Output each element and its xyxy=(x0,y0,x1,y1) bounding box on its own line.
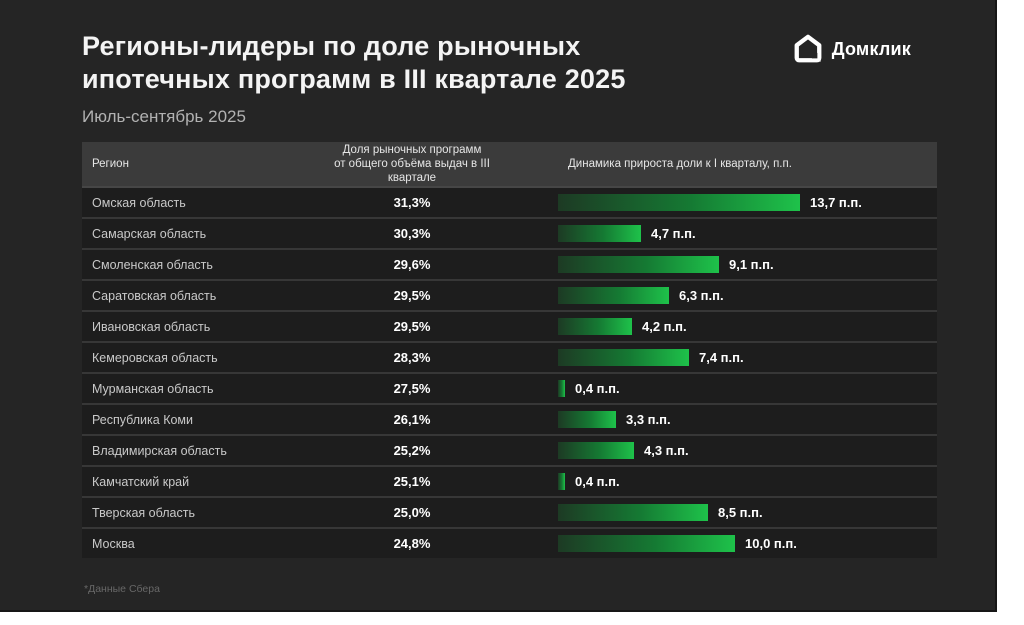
dynamics-value-label: 4,2 п.п. xyxy=(642,319,687,334)
dynamics-value-label: 0,4 п.п. xyxy=(575,474,620,489)
table-row: Ивановская область 29,5% 4,2 п.п. xyxy=(82,310,937,341)
table-row: Омская область 31,3% 13,7 п.п. xyxy=(82,186,937,217)
dynamics-bar xyxy=(558,287,669,304)
dynamics-value-label: 3,3 п.п. xyxy=(626,412,671,427)
dynamics-bar-cell: 7,4 п.п. xyxy=(502,349,937,366)
dynamics-value-label: 7,4 п.п. xyxy=(699,350,744,365)
domclick-logo-text: Домклик xyxy=(831,38,911,59)
dynamics-value-label: 8,5 п.п. xyxy=(718,505,763,520)
table-row: Саратовская область 29,5% 6,3 п.п. xyxy=(82,279,937,310)
region-name: Самарская область xyxy=(92,226,207,241)
dynamics-bar xyxy=(558,535,735,552)
dynamics-bar-cell: 0,4 п.п. xyxy=(502,473,937,490)
region-name: Саратовская область xyxy=(92,288,217,303)
source-footnote: *Данные Сбера xyxy=(84,583,160,595)
table-row: Москва 24,8% 10,0 п.п. xyxy=(82,527,937,558)
table-header-row: Регион Доля рыночных программ от общего … xyxy=(82,142,937,186)
dynamics-bar xyxy=(558,380,565,397)
dynamics-bar-cell: 10,0 п.п. xyxy=(502,535,937,552)
dynamics-bar-cell: 13,7 п.п. xyxy=(502,194,937,211)
dynamics-bar-cell: 4,2 п.п. xyxy=(502,318,937,335)
region-name: Ивановская область xyxy=(92,319,211,334)
regions-table: Регион Доля рыночных программ от общего … xyxy=(82,142,937,558)
dynamics-value-label: 10,0 п.п. xyxy=(745,536,797,551)
region-name: Камчатский край xyxy=(92,474,190,489)
dynamics-bar xyxy=(558,473,565,490)
share-value: 29,6% xyxy=(393,257,431,272)
header-area: Регионы-лидеры по доле рыночных ипотечны… xyxy=(82,30,935,127)
share-value: 25,2% xyxy=(393,443,431,458)
dynamics-bar-cell: 4,7 п.п. xyxy=(502,225,937,242)
table-row: Смоленская область 29,6% 9,1 п.п. xyxy=(82,248,937,279)
dynamics-bar xyxy=(558,256,719,273)
dynamics-value-label: 4,7 п.п. xyxy=(651,226,696,241)
dynamics-bar xyxy=(558,504,708,521)
dynamics-bar xyxy=(558,194,800,211)
dynamics-bar xyxy=(558,349,689,366)
dynamics-bar xyxy=(558,411,616,428)
dynamics-bar xyxy=(558,318,632,335)
dynamics-value-label: 4,3 п.п. xyxy=(644,443,689,458)
share-value: 28,3% xyxy=(393,350,431,365)
dynamics-value-label: 6,3 п.п. xyxy=(679,288,724,303)
share-value: 29,5% xyxy=(393,288,431,303)
table-row: Кемеровская область 28,3% 7,4 п.п. xyxy=(82,341,937,372)
table-row: Республика Коми 26,1% 3,3 п.п. xyxy=(82,403,937,434)
table-row: Камчатский край 25,1% 0,4 п.п. xyxy=(82,465,937,496)
table-row: Самарская область 30,3% 4,7 п.п. xyxy=(82,217,937,248)
dynamics-value-label: 0,4 п.п. xyxy=(575,381,620,396)
region-name: Омская область xyxy=(92,195,186,210)
dynamics-bar xyxy=(558,442,634,459)
region-name: Смоленская область xyxy=(92,257,213,272)
column-header-dynamics: Динамика прироста доли к I кварталу, п.п… xyxy=(568,158,792,170)
column-header-region: Регион xyxy=(92,158,129,170)
region-name: Тверская область xyxy=(92,505,195,520)
dynamics-value-label: 13,7 п.п. xyxy=(810,195,862,210)
share-value: 31,3% xyxy=(393,195,431,210)
table-row: Владимирская область 25,2% 4,3 п.п. xyxy=(82,434,937,465)
table-body: Омская область 31,3% 13,7 п.п. Самарская… xyxy=(82,186,937,558)
share-value: 25,0% xyxy=(393,505,431,520)
share-value: 30,3% xyxy=(393,226,431,241)
dynamics-bar-cell: 6,3 п.п. xyxy=(502,287,937,304)
dynamics-bar xyxy=(558,225,641,242)
dynamics-bar-cell: 4,3 п.п. xyxy=(502,442,937,459)
region-name: Москва xyxy=(92,536,135,551)
region-name: Республика Коми xyxy=(92,412,194,427)
table-row: Мурманская область 27,5% 0,4 п.п. xyxy=(82,372,937,403)
share-value: 24,8% xyxy=(393,536,431,551)
share-value: 25,1% xyxy=(393,474,431,489)
region-name: Мурманская область xyxy=(92,381,214,396)
infographic-canvas: Регионы-лидеры по доле рыночных ипотечны… xyxy=(0,0,997,612)
dynamics-value-label: 9,1 п.п. xyxy=(729,257,774,272)
share-value: 26,1% xyxy=(393,412,431,427)
domclick-house-icon xyxy=(793,34,823,64)
dynamics-bar-cell: 0,4 п.п. xyxy=(502,380,937,397)
region-name: Кемеровская область xyxy=(92,350,218,365)
dynamics-bar-cell: 3,3 п.п. xyxy=(502,411,937,428)
page-subtitle: Июль-сентябрь 2025 xyxy=(82,107,246,126)
column-header-share: Доля рыночных программ от общего объёма … xyxy=(334,144,490,184)
table-row: Тверская область 25,0% 8,5 п.п. xyxy=(82,496,937,527)
share-value: 27,5% xyxy=(393,381,431,396)
page-title: Регионы-лидеры по доле рыночных ипотечны… xyxy=(82,31,626,94)
dynamics-bar-cell: 9,1 п.п. xyxy=(502,256,937,273)
share-value: 29,5% xyxy=(393,319,431,334)
dynamics-bar-cell: 8,5 п.п. xyxy=(502,504,937,521)
region-name: Владимирская область xyxy=(92,443,227,458)
domclick-logo: Домклик xyxy=(793,34,911,64)
